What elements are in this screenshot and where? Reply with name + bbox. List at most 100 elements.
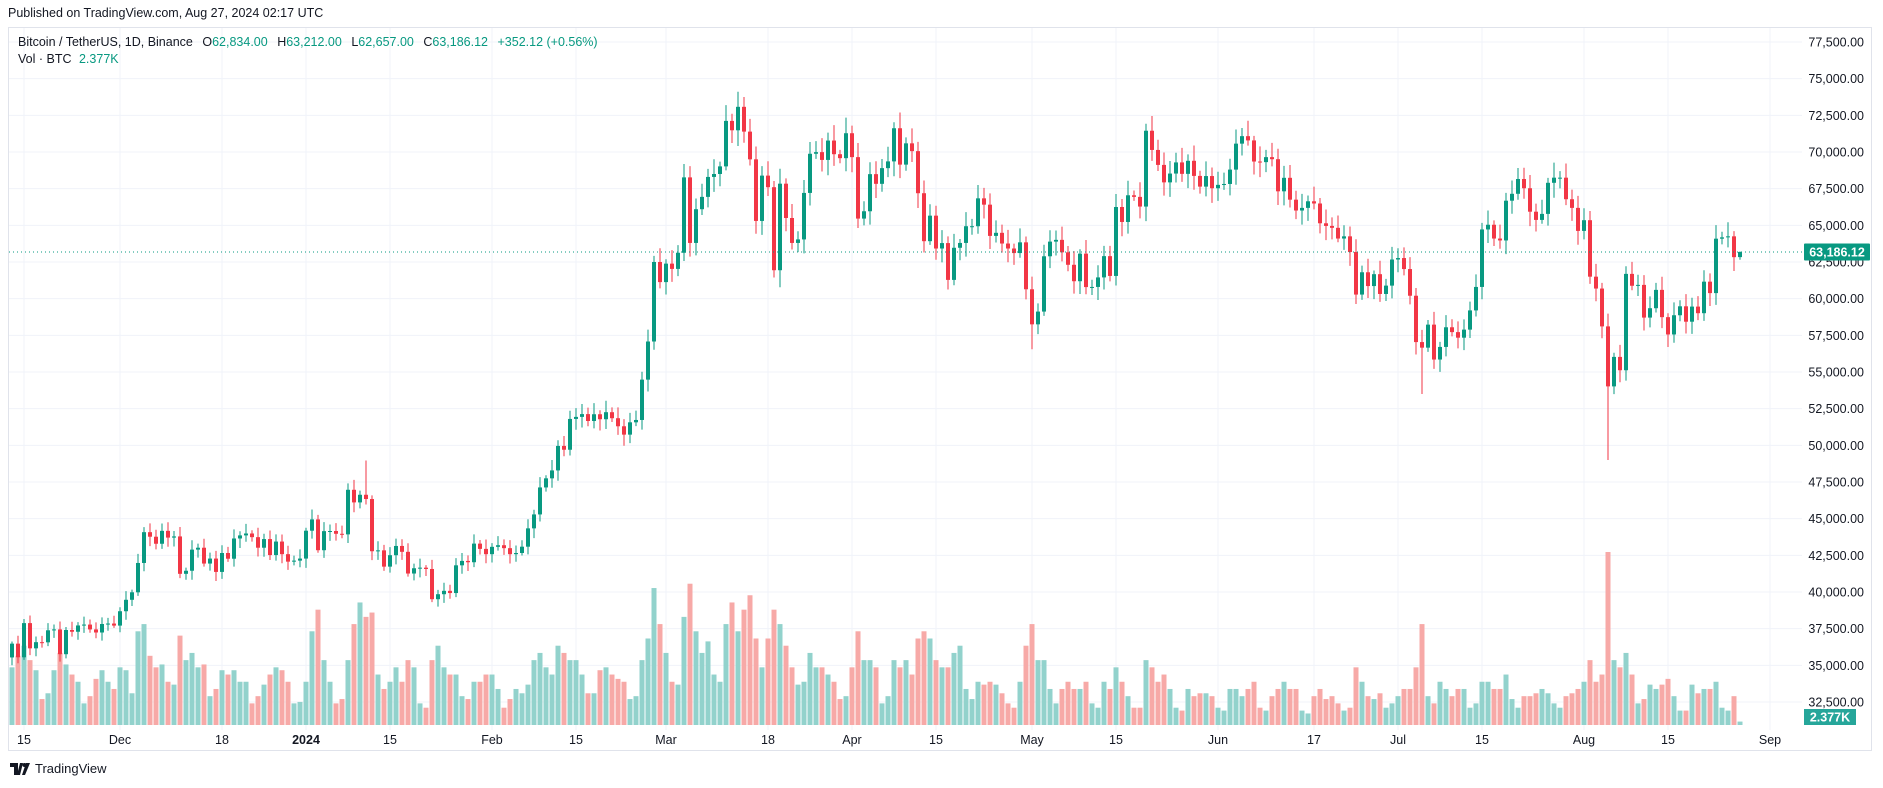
- candle-body: [1384, 285, 1388, 294]
- volume-bar: [531, 660, 537, 725]
- time-tick-label: 15: [383, 733, 397, 747]
- volume-bar: [21, 645, 27, 725]
- time-tick-label: 15: [929, 733, 943, 747]
- candle-body: [1354, 252, 1358, 295]
- candle-body: [682, 177, 686, 253]
- candle: [1624, 266, 1628, 381]
- volume-bar: [1707, 688, 1713, 725]
- candle: [598, 410, 602, 431]
- candle-body: [46, 630, 50, 643]
- candle-body: [328, 530, 332, 532]
- candle: [946, 236, 950, 290]
- open-value: 62,834.00: [212, 35, 268, 49]
- candle-body: [1564, 177, 1568, 200]
- candle: [1660, 276, 1664, 329]
- volume-bar: [1575, 688, 1581, 725]
- candle: [1330, 217, 1334, 240]
- candle-body: [562, 445, 566, 450]
- volume-title[interactable]: Vol · BTC: [18, 52, 72, 66]
- candle-body: [1060, 239, 1064, 253]
- volume-bar: [837, 699, 843, 725]
- candle-body: [1210, 176, 1214, 189]
- price-axis: 77,500.00 75,000.00 72,500.00 70,000.00 67,5…: [1808, 36, 1864, 710]
- candle-body: [1198, 175, 1202, 187]
- candle-body: [112, 623, 116, 626]
- candle-body: [412, 568, 416, 574]
- candle: [466, 555, 470, 572]
- candle-body: [1636, 284, 1640, 286]
- price-tick-label: 60,000.00: [1808, 292, 1864, 306]
- candle-body: [634, 419, 638, 423]
- candle: [232, 529, 236, 567]
- candle-body: [1186, 160, 1190, 174]
- candle-body: [58, 629, 62, 655]
- candle: [1570, 189, 1574, 221]
- candle-body: [1648, 308, 1652, 318]
- last-price-label: 63,186.12: [1809, 245, 1865, 259]
- candle: [112, 615, 116, 628]
- volume-bar: [273, 667, 279, 725]
- candle: [1090, 279, 1094, 296]
- candle: [916, 141, 920, 208]
- volume-bar: [1695, 693, 1701, 725]
- volume-bar: [165, 681, 171, 725]
- candle: [1264, 149, 1268, 173]
- candle-body: [1546, 182, 1550, 214]
- candle-body: [34, 642, 38, 649]
- candle-body: [190, 549, 194, 571]
- volume-bar: [1053, 703, 1059, 725]
- candle-body: [1678, 306, 1682, 316]
- candle: [1318, 197, 1322, 234]
- candle: [1258, 146, 1262, 178]
- volume-bar: [1317, 688, 1323, 725]
- candle: [460, 552, 464, 574]
- volume-bar: [777, 624, 783, 725]
- candle-body: [358, 494, 362, 503]
- candle: [712, 159, 716, 192]
- candle: [256, 527, 260, 557]
- candle: [1636, 274, 1640, 296]
- symbol-title[interactable]: Bitcoin / TetherUS, 1D, Binance: [18, 35, 193, 49]
- candle-body: [1582, 220, 1586, 231]
- candle: [778, 168, 782, 288]
- volume-bar: [693, 631, 699, 725]
- candle: [502, 539, 506, 555]
- volume-bar: [63, 664, 69, 725]
- time-tick-label: Feb: [481, 733, 503, 747]
- candle: [274, 534, 278, 561]
- volume-bar: [1125, 696, 1131, 725]
- volume-bar: [549, 674, 555, 725]
- volume-bar: [309, 631, 315, 725]
- candle: [898, 112, 902, 179]
- volume-bar: [411, 667, 417, 725]
- price-tick-label: 40,000.00: [1808, 586, 1864, 600]
- volume-bar: [489, 674, 495, 725]
- volume-bar: [759, 667, 765, 725]
- volume-bar: [1605, 552, 1611, 725]
- volume-bar: [1299, 710, 1305, 725]
- volume-bar: [813, 667, 819, 725]
- candle-body: [1096, 277, 1100, 287]
- candle: [1180, 147, 1184, 182]
- close-value: 63,186.12: [432, 35, 488, 49]
- candle-body: [874, 174, 878, 184]
- candle-body: [898, 128, 902, 165]
- candle: [154, 529, 158, 550]
- candle: [328, 524, 332, 541]
- volume-bar: [1071, 688, 1077, 725]
- candle: [1588, 210, 1592, 284]
- volume-bar: [1047, 688, 1053, 725]
- candle: [1060, 226, 1064, 262]
- candle: [1228, 158, 1232, 196]
- candle: [616, 407, 620, 435]
- volume-bar: [321, 660, 327, 725]
- candle-body: [280, 541, 284, 555]
- volume-bar: [39, 699, 45, 725]
- candle-body: [544, 478, 548, 488]
- candle-body: [700, 196, 704, 210]
- candle-body: [94, 629, 98, 633]
- candle-body: [1618, 356, 1622, 371]
- volume-bar: [1371, 699, 1377, 725]
- volume-bar: [471, 681, 477, 725]
